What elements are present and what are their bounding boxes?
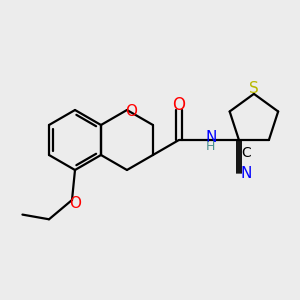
Text: H: H (206, 140, 216, 154)
Text: O: O (69, 196, 81, 211)
Text: N: N (240, 166, 252, 181)
Text: N: N (205, 130, 217, 145)
Text: S: S (249, 81, 259, 96)
Text: O: O (125, 104, 137, 119)
Text: C: C (241, 146, 251, 160)
Text: O: O (172, 96, 185, 114)
